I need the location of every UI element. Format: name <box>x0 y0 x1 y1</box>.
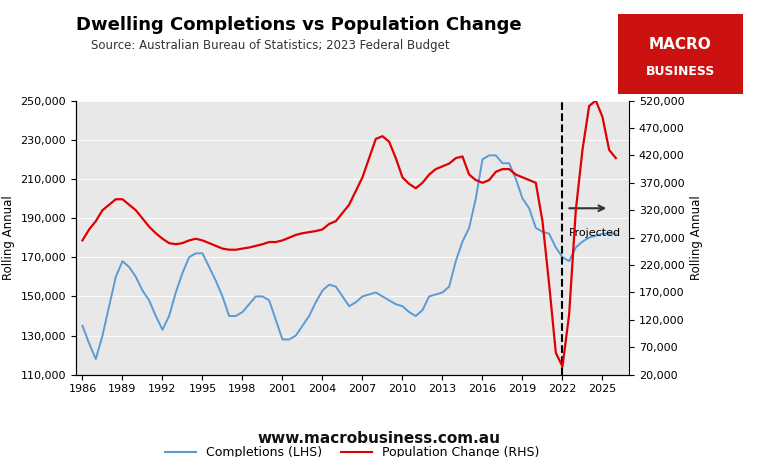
Text: Projected: Projected <box>569 228 622 238</box>
Text: www.macrobusiness.com.au: www.macrobusiness.com.au <box>258 430 500 446</box>
Legend: Completions (LHS), Population Change (RHS): Completions (LHS), Population Change (RH… <box>160 441 545 457</box>
Text: Dwelling Completions vs Population Change: Dwelling Completions vs Population Chang… <box>76 16 522 34</box>
Text: MACRO: MACRO <box>649 37 712 52</box>
Y-axis label: Rolling Annual: Rolling Annual <box>2 195 15 280</box>
Text: Source: Australian Bureau of Statistics; 2023 Federal Budget: Source: Australian Bureau of Statistics;… <box>76 39 449 52</box>
Y-axis label: Rolling Annual: Rolling Annual <box>691 195 703 280</box>
Text: BUSINESS: BUSINESS <box>646 65 715 78</box>
